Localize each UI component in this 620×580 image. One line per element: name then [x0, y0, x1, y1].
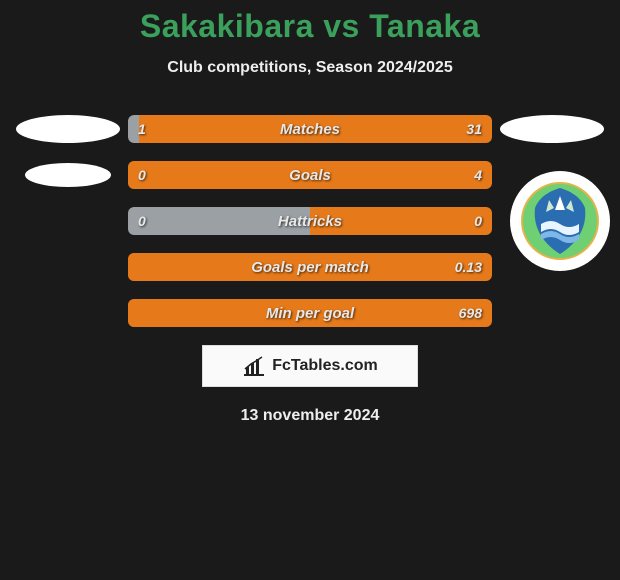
- stat-bar: 0 4 Goals: [128, 161, 492, 189]
- club-badge-icon: [510, 171, 610, 271]
- player-photo-placeholder-icon: [25, 163, 111, 187]
- left-side-slot: [8, 161, 128, 189]
- left-side-slot: [8, 115, 128, 143]
- left-side-slot: [8, 207, 128, 235]
- right-side-slot: [492, 299, 612, 327]
- date-text: 13 november 2024: [0, 407, 620, 425]
- stat-label: Goals per match: [128, 253, 492, 281]
- stat-row: 1 31 Matches: [8, 115, 612, 143]
- page-subtitle: Club competitions, Season 2024/2025: [0, 59, 620, 77]
- shonan-bellmare-crest-icon: [521, 182, 599, 260]
- brand-text: FcTables.com: [272, 357, 378, 375]
- bar-chart-icon: [242, 355, 266, 377]
- stat-bar: 0 0 Hattricks: [128, 207, 492, 235]
- stat-label: Goals: [128, 161, 492, 189]
- right-club-badge-wrap: [510, 171, 610, 271]
- stat-bar: 0.13 Goals per match: [128, 253, 492, 281]
- player-photo-placeholder-icon: [16, 115, 120, 143]
- stat-row: 698 Min per goal: [8, 299, 612, 327]
- stat-label: Min per goal: [128, 299, 492, 327]
- page-title: Sakakibara vs Tanaka: [0, 0, 620, 45]
- brand-box[interactable]: FcTables.com: [202, 345, 418, 387]
- left-side-slot: [8, 299, 128, 327]
- stat-label: Matches: [128, 115, 492, 143]
- left-side-slot: [8, 253, 128, 281]
- right-side-slot: [492, 115, 612, 143]
- stat-bar: 1 31 Matches: [128, 115, 492, 143]
- infographic-container: Sakakibara vs Tanaka Club competitions, …: [0, 0, 620, 425]
- stat-bar: 698 Min per goal: [128, 299, 492, 327]
- player-photo-placeholder-icon: [500, 115, 604, 143]
- stats-area: 1 31 Matches 0 4 Goals: [0, 115, 620, 327]
- stat-label: Hattricks: [128, 207, 492, 235]
